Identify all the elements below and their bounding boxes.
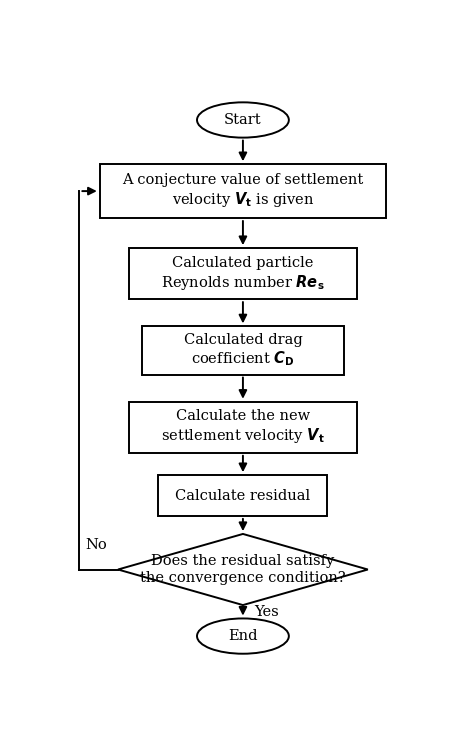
Polygon shape (118, 534, 368, 605)
Text: Calculated particle
Reynolds number $\boldsymbol{Re}_{\mathbf{s}}$: Calculated particle Reynolds number $\bo… (161, 256, 325, 291)
Text: Yes: Yes (254, 605, 279, 619)
Bar (158, 475, 328, 516)
Bar (142, 326, 344, 375)
Bar (100, 164, 386, 218)
Text: Calculate residual: Calculate residual (175, 488, 310, 503)
Text: Does the residual satisfy
the convergence condition?: Does the residual satisfy the convergenc… (140, 554, 346, 585)
Bar (129, 248, 357, 299)
Bar (129, 401, 357, 453)
Text: No: No (85, 539, 107, 553)
Text: A conjecture value of settlement
velocity $\boldsymbol{V}_{\mathbf{t}}$ is given: A conjecture value of settlement velocit… (122, 173, 364, 209)
Text: Start: Start (224, 113, 262, 127)
Text: End: End (228, 629, 258, 643)
Text: Calculated drag
coefficient $\boldsymbol{C}_{\mathbf{D}}$: Calculated drag coefficient $\boldsymbol… (183, 333, 302, 368)
Text: Calculate the new
settlement velocity $\boldsymbol{V}_{\mathbf{t}}$: Calculate the new settlement velocity $\… (161, 409, 325, 445)
